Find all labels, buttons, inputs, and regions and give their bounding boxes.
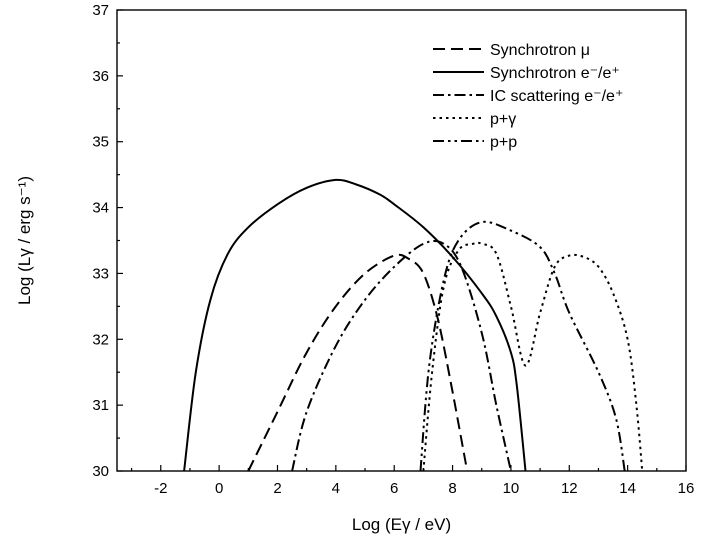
y-tick-label: 34 [92, 200, 109, 217]
x-tick-label: 0 [215, 480, 223, 497]
y-tick-label: 36 [92, 68, 109, 85]
y-tick-label: 30 [92, 463, 109, 480]
series-line-1 [247, 253, 469, 472]
x-axis-title: Log (Eγ / eV) [352, 515, 451, 534]
y-axis-title: Log (Lγ / erg s⁻¹) [15, 176, 34, 305]
legend-label-5: p+p [490, 134, 517, 151]
x-tick-label: 8 [448, 480, 456, 497]
legend-label-2: Synchrotron e⁻/e⁺ [490, 65, 620, 82]
legend-label-3: IC scattering e⁻/e⁺ [490, 88, 623, 105]
x-tick-label: 10 [503, 480, 520, 497]
y-tick-label: 32 [92, 331, 109, 348]
x-tick-label: 4 [332, 480, 340, 497]
y-axis: 30 31 32 33 34 35 36 37 [92, 2, 123, 480]
legend-label-1: Synchrotron μ [490, 42, 590, 59]
series-line-4 [422, 241, 644, 472]
x-tick-label: 14 [619, 480, 636, 497]
y-tick-label: 31 [92, 397, 109, 414]
x-tick-label: 6 [390, 480, 398, 497]
series-line-5 [419, 220, 626, 472]
legend-label-4: p+γ [490, 111, 516, 128]
x-axis: -2 0 2 4 6 8 10 12 14 16 [130, 465, 695, 497]
legend: Synchrotron μ Synchrotron e⁻/e⁺ IC scatter… [433, 42, 623, 151]
x-tick-label: 12 [561, 480, 578, 497]
series-line-2 [183, 178, 527, 472]
x-tick-label: 16 [678, 480, 695, 497]
series-line-3 [291, 239, 512, 472]
x-tick-label: 2 [273, 480, 281, 497]
y-tick-label: 35 [92, 134, 109, 151]
x-tick-label: -2 [154, 480, 167, 497]
series-curves [183, 178, 644, 472]
y-tick-label: 37 [92, 2, 109, 19]
y-tick-label: 33 [92, 265, 109, 282]
